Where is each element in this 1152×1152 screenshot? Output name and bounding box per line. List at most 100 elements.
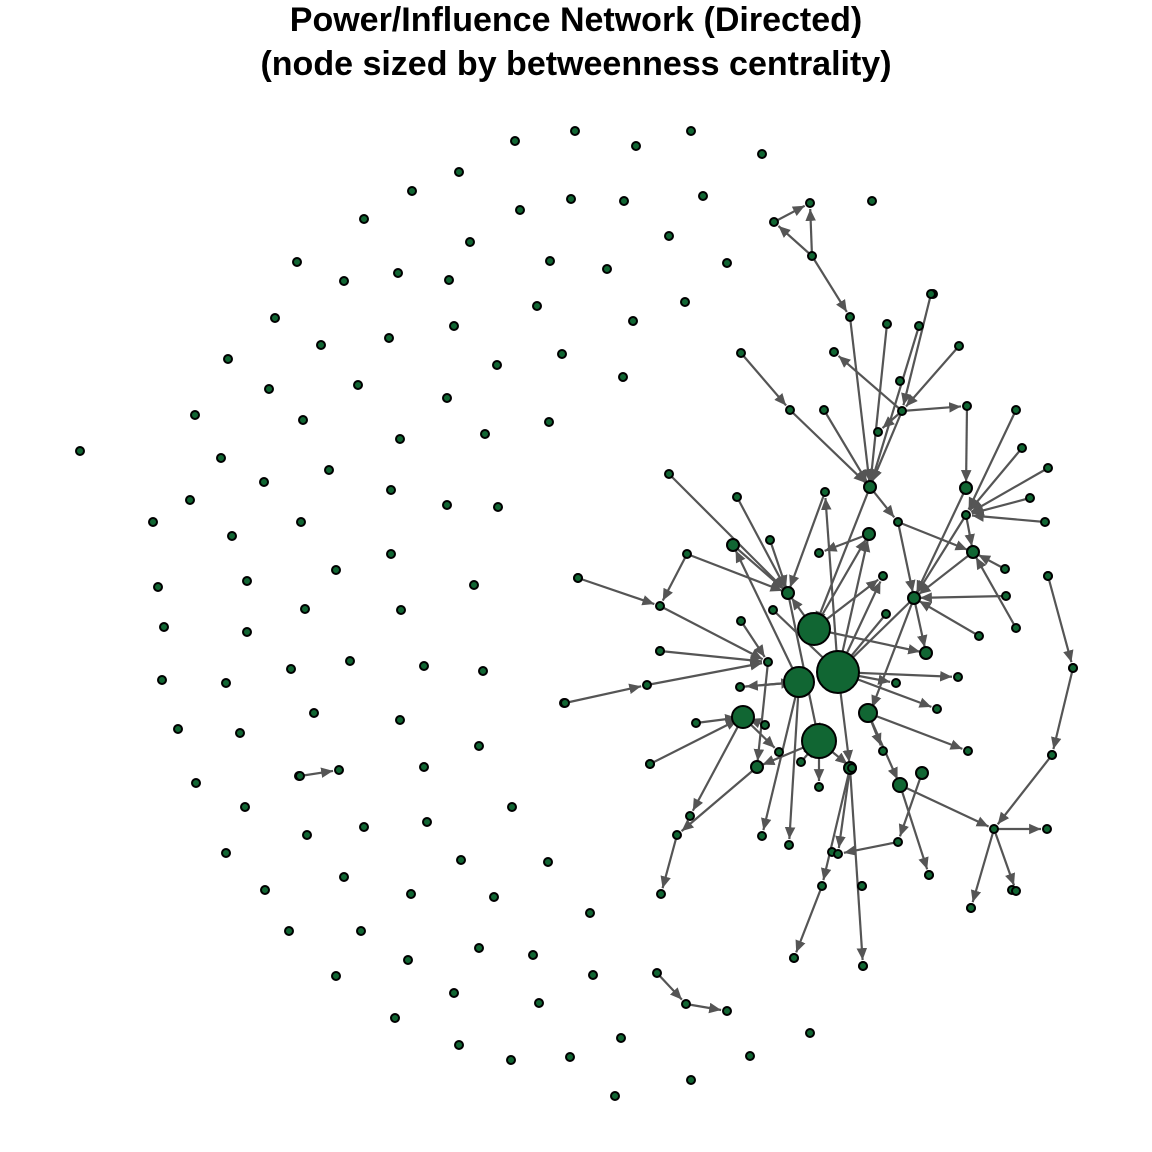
connected-node [914, 321, 924, 331]
connected-node [722, 1006, 732, 1016]
edge [740, 620, 766, 658]
edge [871, 410, 904, 482]
connected-node [919, 646, 933, 660]
isolated-node [190, 410, 200, 420]
edge [971, 496, 1031, 516]
edge [970, 828, 996, 903]
isolated-node [359, 214, 369, 224]
connected-node [750, 760, 764, 774]
isolated-node [345, 656, 355, 666]
connected-node [785, 405, 795, 415]
isolated-node [628, 316, 638, 326]
edge [659, 649, 763, 666]
isolated-node [396, 605, 406, 615]
edge [805, 208, 816, 257]
connected-node [765, 535, 775, 545]
edge [668, 473, 785, 590]
isolated-node [235, 728, 245, 738]
connected-node [691, 718, 701, 728]
isolated-node [478, 666, 488, 676]
isolated-node [221, 678, 231, 688]
edge [871, 597, 916, 708]
isolated-node [449, 988, 459, 998]
hub-node [801, 723, 837, 759]
connected-node [805, 198, 815, 208]
isolated-node [419, 661, 429, 671]
edge [777, 225, 813, 257]
isolated-node [570, 126, 580, 136]
edge [680, 766, 758, 832]
edge [870, 325, 921, 482]
edge [736, 496, 787, 589]
isolated-node [1042, 824, 1052, 834]
edge [918, 600, 980, 637]
isolated-node [191, 778, 201, 788]
isolated-node [419, 762, 429, 772]
connected-node [774, 747, 784, 757]
isolated-node [610, 1091, 620, 1101]
connected-node [1000, 564, 1010, 574]
edge [686, 552, 783, 592]
isolated-node [270, 313, 280, 323]
isolated-node [492, 360, 502, 370]
connected-node [891, 678, 901, 688]
edge [901, 293, 933, 406]
edge [815, 486, 872, 624]
isolated-node [532, 301, 542, 311]
connected-node [796, 757, 806, 767]
connected-node [953, 672, 963, 682]
connected-node [763, 657, 773, 667]
connected-node [897, 406, 907, 416]
isolated-node [242, 627, 252, 637]
isolated-node [619, 196, 629, 206]
connected-node [878, 571, 888, 581]
edge [1051, 667, 1075, 750]
connected-node [768, 605, 778, 615]
edge [789, 409, 867, 484]
connected-node [863, 480, 877, 494]
isolated-node [528, 950, 538, 960]
isolated-node [722, 258, 732, 268]
connected-node [974, 631, 984, 641]
isolated-node [757, 149, 767, 159]
connected-node [573, 573, 583, 583]
connected-node [726, 538, 740, 552]
isolated-node [618, 372, 628, 382]
edge [656, 972, 683, 1001]
edge [823, 409, 868, 483]
figure-title-line-1: Power/Influence Network (Directed) [289, 1, 863, 39]
edge [695, 714, 738, 725]
edge [646, 660, 763, 687]
isolated-node [449, 321, 459, 331]
isolated-node [75, 446, 85, 456]
connected-node [732, 492, 742, 502]
edge [691, 716, 744, 812]
isolated-node [390, 1013, 400, 1023]
edge [820, 767, 852, 881]
connected-node [893, 837, 903, 847]
edge [824, 532, 870, 552]
isolated-node [386, 485, 396, 495]
isolated-node [353, 380, 363, 390]
isolated-node [395, 434, 405, 444]
connected-node [655, 601, 665, 611]
connected-node [878, 746, 888, 756]
edge [789, 491, 827, 588]
connected-node [645, 759, 655, 769]
isolated-node [309, 708, 319, 718]
isolated-node [510, 136, 520, 146]
isolated-node [805, 1028, 815, 1038]
edge-layer [299, 204, 1075, 1014]
isolated-node [680, 297, 690, 307]
connected-node [1068, 663, 1078, 673]
edge [843, 840, 899, 856]
isolated-node [153, 582, 163, 592]
edge [919, 592, 1007, 603]
connected-node [681, 999, 691, 1009]
isolated-node [545, 256, 555, 266]
isolated-node [302, 830, 312, 840]
edge [974, 556, 1017, 629]
edge [685, 1002, 722, 1014]
isolated-node [616, 1033, 626, 1043]
isolated-node [240, 802, 250, 812]
